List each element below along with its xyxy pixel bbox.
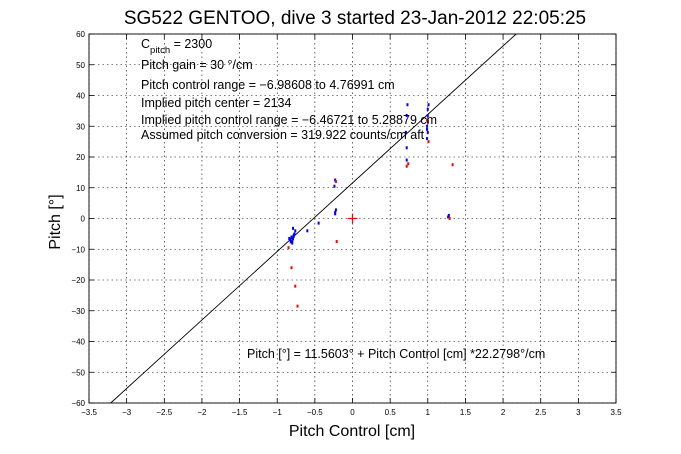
data-point bbox=[292, 226, 295, 230]
cpitch-subscript: pitch bbox=[150, 45, 170, 56]
implied-center-annotation: Implied pitch center = 2134 bbox=[141, 96, 291, 110]
data-point bbox=[447, 215, 450, 219]
data-point bbox=[407, 162, 410, 166]
y-tick-label: 0 bbox=[81, 215, 86, 224]
data-point bbox=[290, 235, 293, 239]
y-tick-label: 30 bbox=[76, 122, 85, 131]
data-point bbox=[406, 103, 409, 107]
data-point bbox=[426, 107, 429, 111]
data-point bbox=[333, 184, 336, 188]
x-tick-label: −1 bbox=[273, 408, 283, 417]
fit-line-group bbox=[110, 33, 517, 404]
data-point bbox=[426, 113, 429, 117]
y-tick-label: 40 bbox=[76, 92, 85, 101]
fit-equation-annotation: Pitch [°] = 11.5603° + Pitch Control [cm… bbox=[247, 347, 545, 361]
data-point bbox=[426, 124, 429, 128]
data-point bbox=[292, 233, 295, 237]
x-tick-label: −1.5 bbox=[232, 408, 248, 417]
data-point bbox=[291, 241, 294, 245]
annotation-block: Cpitch = 2300 Pitch gain = 30 °/cm Pitch… bbox=[141, 37, 545, 361]
data-point bbox=[427, 103, 430, 107]
data-point bbox=[448, 217, 451, 220]
data-point bbox=[334, 178, 337, 182]
x-tick-label: −2.5 bbox=[156, 408, 172, 417]
cpitch-prefix: C bbox=[141, 37, 150, 51]
data-point bbox=[334, 180, 337, 184]
x-tick-label: −3 bbox=[122, 408, 132, 417]
y-tick-label: −40 bbox=[71, 338, 85, 347]
cpitch-value: = 2300 bbox=[170, 37, 212, 51]
x-tick-label: 0 bbox=[350, 408, 355, 417]
data-point bbox=[296, 304, 299, 308]
x-tick-label: 0.5 bbox=[385, 408, 397, 417]
x-tick-label: 3 bbox=[576, 408, 581, 417]
x-axis-label: Pitch Control [cm] bbox=[289, 423, 415, 440]
data-point bbox=[334, 212, 337, 216]
x-tick-label: 3.5 bbox=[610, 408, 622, 417]
data-point bbox=[405, 113, 408, 117]
cpitch-annotation: Cpitch = 2300 bbox=[141, 37, 212, 56]
data-point bbox=[289, 240, 292, 244]
y-tick-label: −10 bbox=[71, 245, 85, 254]
data-point bbox=[405, 146, 408, 150]
y-tick-label: −50 bbox=[71, 368, 85, 377]
chart-title: SG522 GENTOO, dive 3 started 23-Jan-2012… bbox=[124, 8, 586, 29]
x-tick-label: 2 bbox=[501, 408, 506, 417]
data-point bbox=[334, 208, 337, 212]
data-point bbox=[405, 164, 408, 168]
x-tick-label: 1 bbox=[426, 408, 431, 417]
data-point bbox=[404, 130, 407, 134]
data-point bbox=[426, 130, 429, 134]
data-point bbox=[290, 266, 293, 270]
conversion-annotation: Assumed pitch conversion = 319.922 count… bbox=[141, 128, 425, 142]
y-tick-label: −30 bbox=[71, 307, 85, 316]
data-point bbox=[427, 140, 430, 144]
implied-range-annotation: Implied pitch control range = −6.46721 t… bbox=[141, 113, 437, 127]
data-point bbox=[306, 229, 309, 233]
data-point bbox=[291, 240, 294, 244]
data-point bbox=[426, 127, 429, 131]
data-point bbox=[294, 284, 297, 288]
fit-line bbox=[110, 33, 517, 404]
data-point bbox=[335, 240, 338, 244]
data-point bbox=[292, 237, 295, 241]
data-point bbox=[426, 120, 429, 124]
data-point bbox=[451, 163, 454, 167]
y-tick-label: 50 bbox=[76, 61, 85, 70]
y-tick-label: −20 bbox=[71, 276, 85, 285]
data-point bbox=[426, 137, 429, 141]
data-point bbox=[426, 118, 429, 122]
x-tick-label: −2 bbox=[197, 408, 207, 417]
y-tick-label: 10 bbox=[76, 184, 85, 193]
data-point bbox=[294, 229, 297, 233]
y-tick-label: −60 bbox=[71, 399, 85, 408]
y-tick-label: 60 bbox=[76, 30, 85, 39]
center-marker bbox=[347, 213, 358, 224]
x-tick-label: −0.5 bbox=[307, 408, 323, 417]
x-tick-label: 1.5 bbox=[460, 408, 472, 417]
data-point bbox=[405, 158, 408, 162]
data-point bbox=[287, 246, 290, 250]
control-range-annotation: Pitch control range = −6.98608 to 4.7699… bbox=[141, 78, 395, 92]
x-tick-label: −3.5 bbox=[81, 408, 97, 417]
y-axis-label: Pitch [°] bbox=[47, 194, 64, 249]
y-tick-label: 20 bbox=[76, 153, 85, 162]
data-point bbox=[317, 221, 320, 225]
data-points bbox=[287, 103, 454, 308]
data-point bbox=[334, 210, 337, 214]
data-point bbox=[447, 213, 450, 217]
pitch-gain-annotation: Pitch gain = 30 °/cm bbox=[141, 58, 253, 72]
x-tick-label: 2.5 bbox=[535, 408, 547, 417]
axis-ticks: −3.5 −3 −2.5 −2 −1.5 −1 −0.5 0 0.5 1 1.5 2 2.5 3 3.5 −6… bbox=[71, 30, 622, 417]
